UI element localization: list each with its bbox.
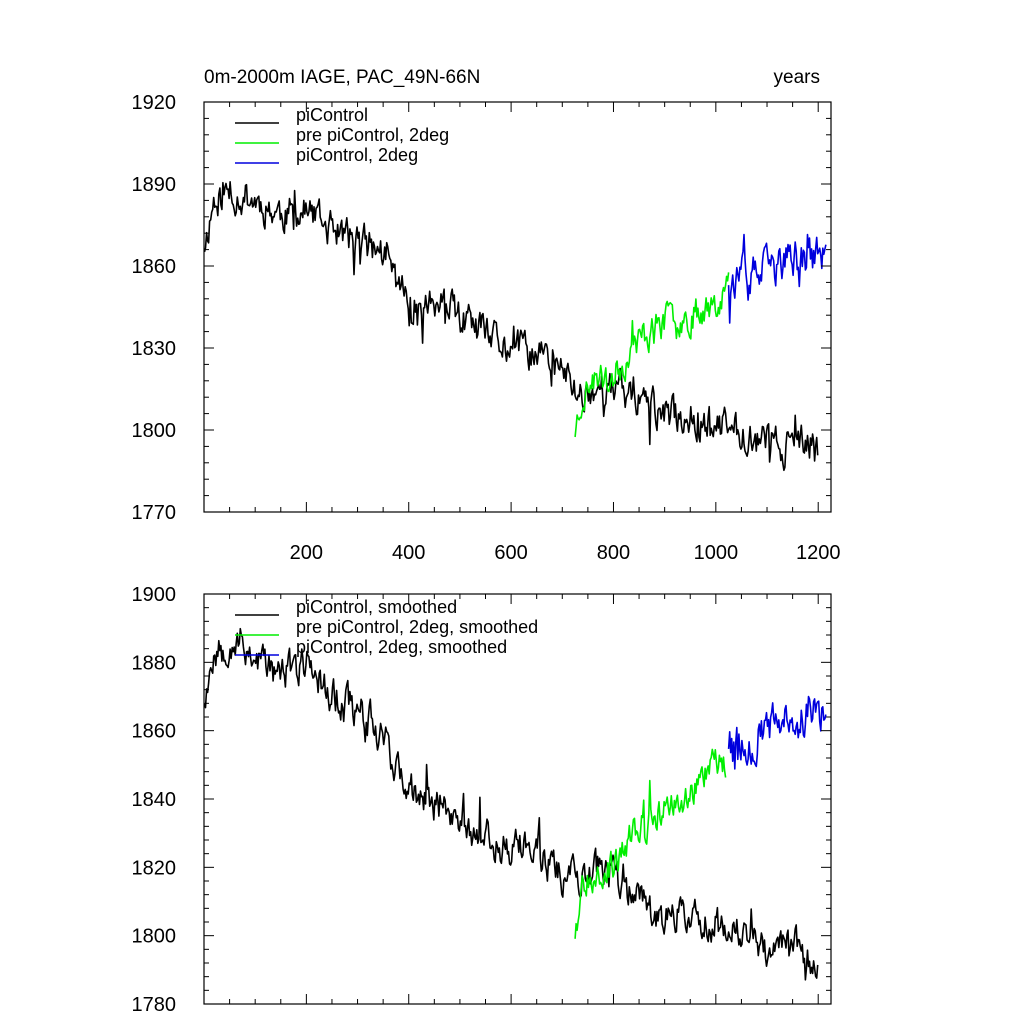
legend-label: piControl <box>296 105 368 125</box>
chart-title: 0m-2000m IAGE, PAC_49N-66N <box>204 67 480 88</box>
legend-label: pre piControl, 2deg <box>296 125 449 145</box>
y-tick-label: 1780 <box>132 994 177 1016</box>
y-tick-label: 1830 <box>132 338 177 360</box>
y-tick-label: 1800 <box>132 420 177 442</box>
y-tick-label: 1840 <box>132 789 177 811</box>
y-tick-label: 1800 <box>132 926 177 948</box>
x-tick-label: 600 <box>494 542 527 564</box>
x-tick-label: 400 <box>392 542 425 564</box>
y-tick-label: 1820 <box>132 857 177 879</box>
series-line-1 <box>204 181 819 472</box>
series-line-3 <box>727 233 827 324</box>
series-line-3 <box>727 695 827 770</box>
top-plot-frame <box>203 101 832 513</box>
top-axes: 1770 1800 1830 1860 1890 1920 200 400 600 800 1000… <box>132 92 841 564</box>
y-tick-label: 1890 <box>132 174 177 196</box>
x-tick-label: 1200 <box>796 542 841 564</box>
x-tick-label: 200 <box>290 542 323 564</box>
series-line-2 <box>574 272 730 438</box>
bottom-panel: 1780 1800 1820 1840 1860 1880 1900 piControl, … <box>132 584 832 1016</box>
legend-label: pre piControl, 2deg, smoothed <box>296 617 538 637</box>
x-tick-label: 800 <box>597 542 630 564</box>
series-line-1 <box>204 627 819 981</box>
bottom-series-group <box>204 627 827 981</box>
y-tick-label: 1860 <box>132 721 177 743</box>
legend-label: piControl, 2deg <box>296 145 418 165</box>
top-series-group <box>204 181 827 472</box>
y-tick-label: 1900 <box>132 584 177 606</box>
y-tick-label: 1920 <box>132 92 177 114</box>
bottom-axes: 1780 1800 1820 1840 1860 1880 1900 <box>132 584 831 1016</box>
y-tick-label: 1860 <box>132 256 177 278</box>
y-tick-label: 1770 <box>132 502 177 524</box>
series-line-2 <box>574 748 727 939</box>
y-tick-label: 1880 <box>132 652 177 674</box>
units-label: years <box>774 67 820 88</box>
top-panel: 0m-2000m IAGE, PAC_49N-66N years 1770 180… <box>132 67 841 564</box>
legend-label: piControl, 2deg, smoothed <box>296 637 507 657</box>
legend-label: piControl, smoothed <box>296 597 457 617</box>
x-tick-label: 1000 <box>694 542 739 564</box>
